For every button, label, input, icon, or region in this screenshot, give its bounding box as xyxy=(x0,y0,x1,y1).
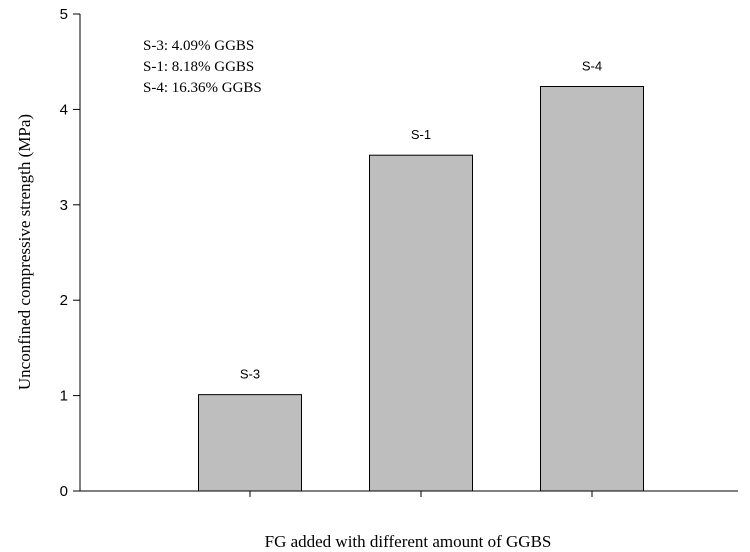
annotation-line: S-3: 4.09% GGBS xyxy=(143,38,254,54)
y-tick-label: 0 xyxy=(60,483,68,500)
annotation-line: S-4: 16.36% GGBS xyxy=(143,80,262,96)
bar-s-4 xyxy=(540,86,644,492)
y-tick-label: 2 xyxy=(60,292,68,309)
y-tick-label: 5 xyxy=(60,6,68,23)
bar-label: S-1 xyxy=(411,127,431,142)
bar-label: S-4 xyxy=(582,59,602,74)
y-ticks-layer: 0 1 2 3 4 5 xyxy=(60,6,80,500)
bar-labels-layer: S-3 S-1 S-4 xyxy=(240,59,602,382)
x-ticks-layer xyxy=(249,491,593,497)
bar-label: S-3 xyxy=(240,367,260,382)
y-tick-label: 1 xyxy=(60,388,68,405)
x-axis-label: FG added with different amount of GGBS xyxy=(265,532,552,551)
y-tick-label: 3 xyxy=(60,197,68,214)
annotation-box: S-3: 4.09% GGBS S-1: 8.18% GGBS S-4: 16.… xyxy=(143,38,262,96)
bar-s-3 xyxy=(198,394,302,492)
y-tick-label: 4 xyxy=(60,101,68,118)
bars-layer xyxy=(198,86,644,492)
bar-s-1 xyxy=(369,154,473,492)
y-axis-label: Unconfined compressive strength (MPa) xyxy=(15,114,34,390)
annotation-line: S-1: 8.18% GGBS xyxy=(143,59,254,75)
